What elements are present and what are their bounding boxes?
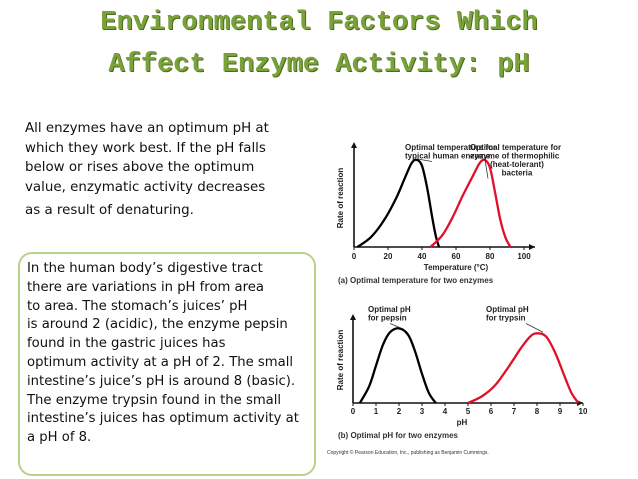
copyright-notice: Copyright © Pearson Education, Inc., pub… bbox=[327, 449, 489, 456]
annotation-text: Optimal temperature for bbox=[405, 143, 496, 152]
box-line: found in the gastric juices has bbox=[27, 336, 226, 352]
chart-caption: (a) Optimal temperature for two enzymes bbox=[338, 276, 494, 285]
intro-line: as a result of denaturing. bbox=[25, 203, 194, 219]
slide-title-line-2: Affect Enzyme Activity: pH bbox=[108, 50, 530, 80]
y-axis-arrow bbox=[351, 142, 357, 148]
x-tick-label: 80 bbox=[486, 252, 495, 261]
y-axis-arrow bbox=[350, 314, 356, 320]
y-axis-label: Rate of reaction bbox=[336, 168, 345, 229]
intro-paragraph: All enzymes have an optimum pH at which … bbox=[25, 119, 269, 221]
annotation-text: for trypsin bbox=[486, 314, 526, 323]
box-line: there are variations in pH from area bbox=[27, 279, 264, 295]
box-line: intestine’s juices has optimum activity … bbox=[27, 411, 299, 427]
x-tick-label: 60 bbox=[452, 252, 461, 261]
annotation-text: enzyme of thermophilic bbox=[470, 152, 560, 161]
box-line: The enzyme trypsin found in the small bbox=[27, 392, 282, 408]
x-tick-label: 0 bbox=[351, 407, 356, 416]
enzyme-curve bbox=[429, 158, 512, 248]
slide-title-line-1: Environmental Factors Which bbox=[100, 8, 538, 38]
box-line: intestine’s juice’s pH is around 8 (basi… bbox=[27, 373, 296, 389]
x-tick-label: 20 bbox=[384, 252, 393, 261]
box-line: is around 2 (acidic), the enzyme pepsin bbox=[27, 317, 288, 333]
x-tick-label: 4 bbox=[443, 407, 448, 416]
pepsin-curve bbox=[358, 327, 437, 404]
x-tick-label: 100 bbox=[517, 252, 531, 261]
x-tick-label: 0 bbox=[352, 252, 357, 261]
x-tick-label: 8 bbox=[535, 407, 540, 416]
x-axis-label: Temperature (°C) bbox=[424, 263, 489, 272]
box-line: a pH of 8. bbox=[27, 430, 92, 446]
typical-curve bbox=[356, 158, 441, 248]
annotation-pointer bbox=[416, 158, 433, 162]
x-tick-label: 1 bbox=[374, 407, 379, 416]
chart-caption: (b) Optimal pH for two enzymes bbox=[338, 431, 459, 440]
x-axis-arrow bbox=[529, 244, 535, 250]
x-tick-label: 6 bbox=[489, 407, 494, 416]
annotation-pointer bbox=[389, 323, 400, 328]
x-tick-label: 9 bbox=[558, 407, 563, 416]
trypsin-curve bbox=[467, 332, 580, 405]
digestive-tract-textbox bbox=[18, 252, 316, 476]
annotation-pointer bbox=[484, 158, 489, 179]
x-tick-label: 10 bbox=[579, 407, 588, 416]
x-tick-label: 40 bbox=[418, 252, 427, 261]
x-axis-label: pH bbox=[457, 418, 468, 427]
digestive-tract-paragraph: In the human body’s digestive tract ther… bbox=[27, 260, 299, 448]
annotation-text: for pepsin bbox=[368, 314, 407, 323]
x-tick-label: 3 bbox=[420, 407, 425, 416]
y-axis-label: Rate of reaction bbox=[336, 330, 345, 391]
x-tick-label: 7 bbox=[512, 407, 517, 416]
annotation-text: Optimal pH bbox=[368, 305, 411, 314]
box-line: In the human body’s digestive tract bbox=[27, 261, 263, 276]
box-line: to area. The stomach’s juices’ pH bbox=[27, 298, 248, 314]
annotation-text: Optimal temperature for bbox=[470, 143, 561, 152]
x-tick-label: 5 bbox=[466, 407, 471, 416]
intro-line: below or rises above the optimum bbox=[25, 160, 255, 176]
x-tick-label: 2 bbox=[397, 407, 402, 416]
annotation-text: (heat-tolerant) bbox=[490, 160, 544, 169]
intro-line: value, enzymatic activity decreases bbox=[25, 179, 266, 195]
annotation-pointer bbox=[525, 323, 544, 333]
annotation-text: bacteria bbox=[502, 169, 533, 178]
annotation-text: typical human enzyme bbox=[405, 152, 491, 161]
intro-line: which they work best. If the pH falls bbox=[25, 140, 266, 156]
intro-line: All enzymes have an optimum pH at bbox=[25, 121, 269, 136]
box-line: optimum activity at a pH of 2. The small bbox=[27, 354, 294, 370]
annotation-text: Optimal pH bbox=[486, 305, 529, 314]
